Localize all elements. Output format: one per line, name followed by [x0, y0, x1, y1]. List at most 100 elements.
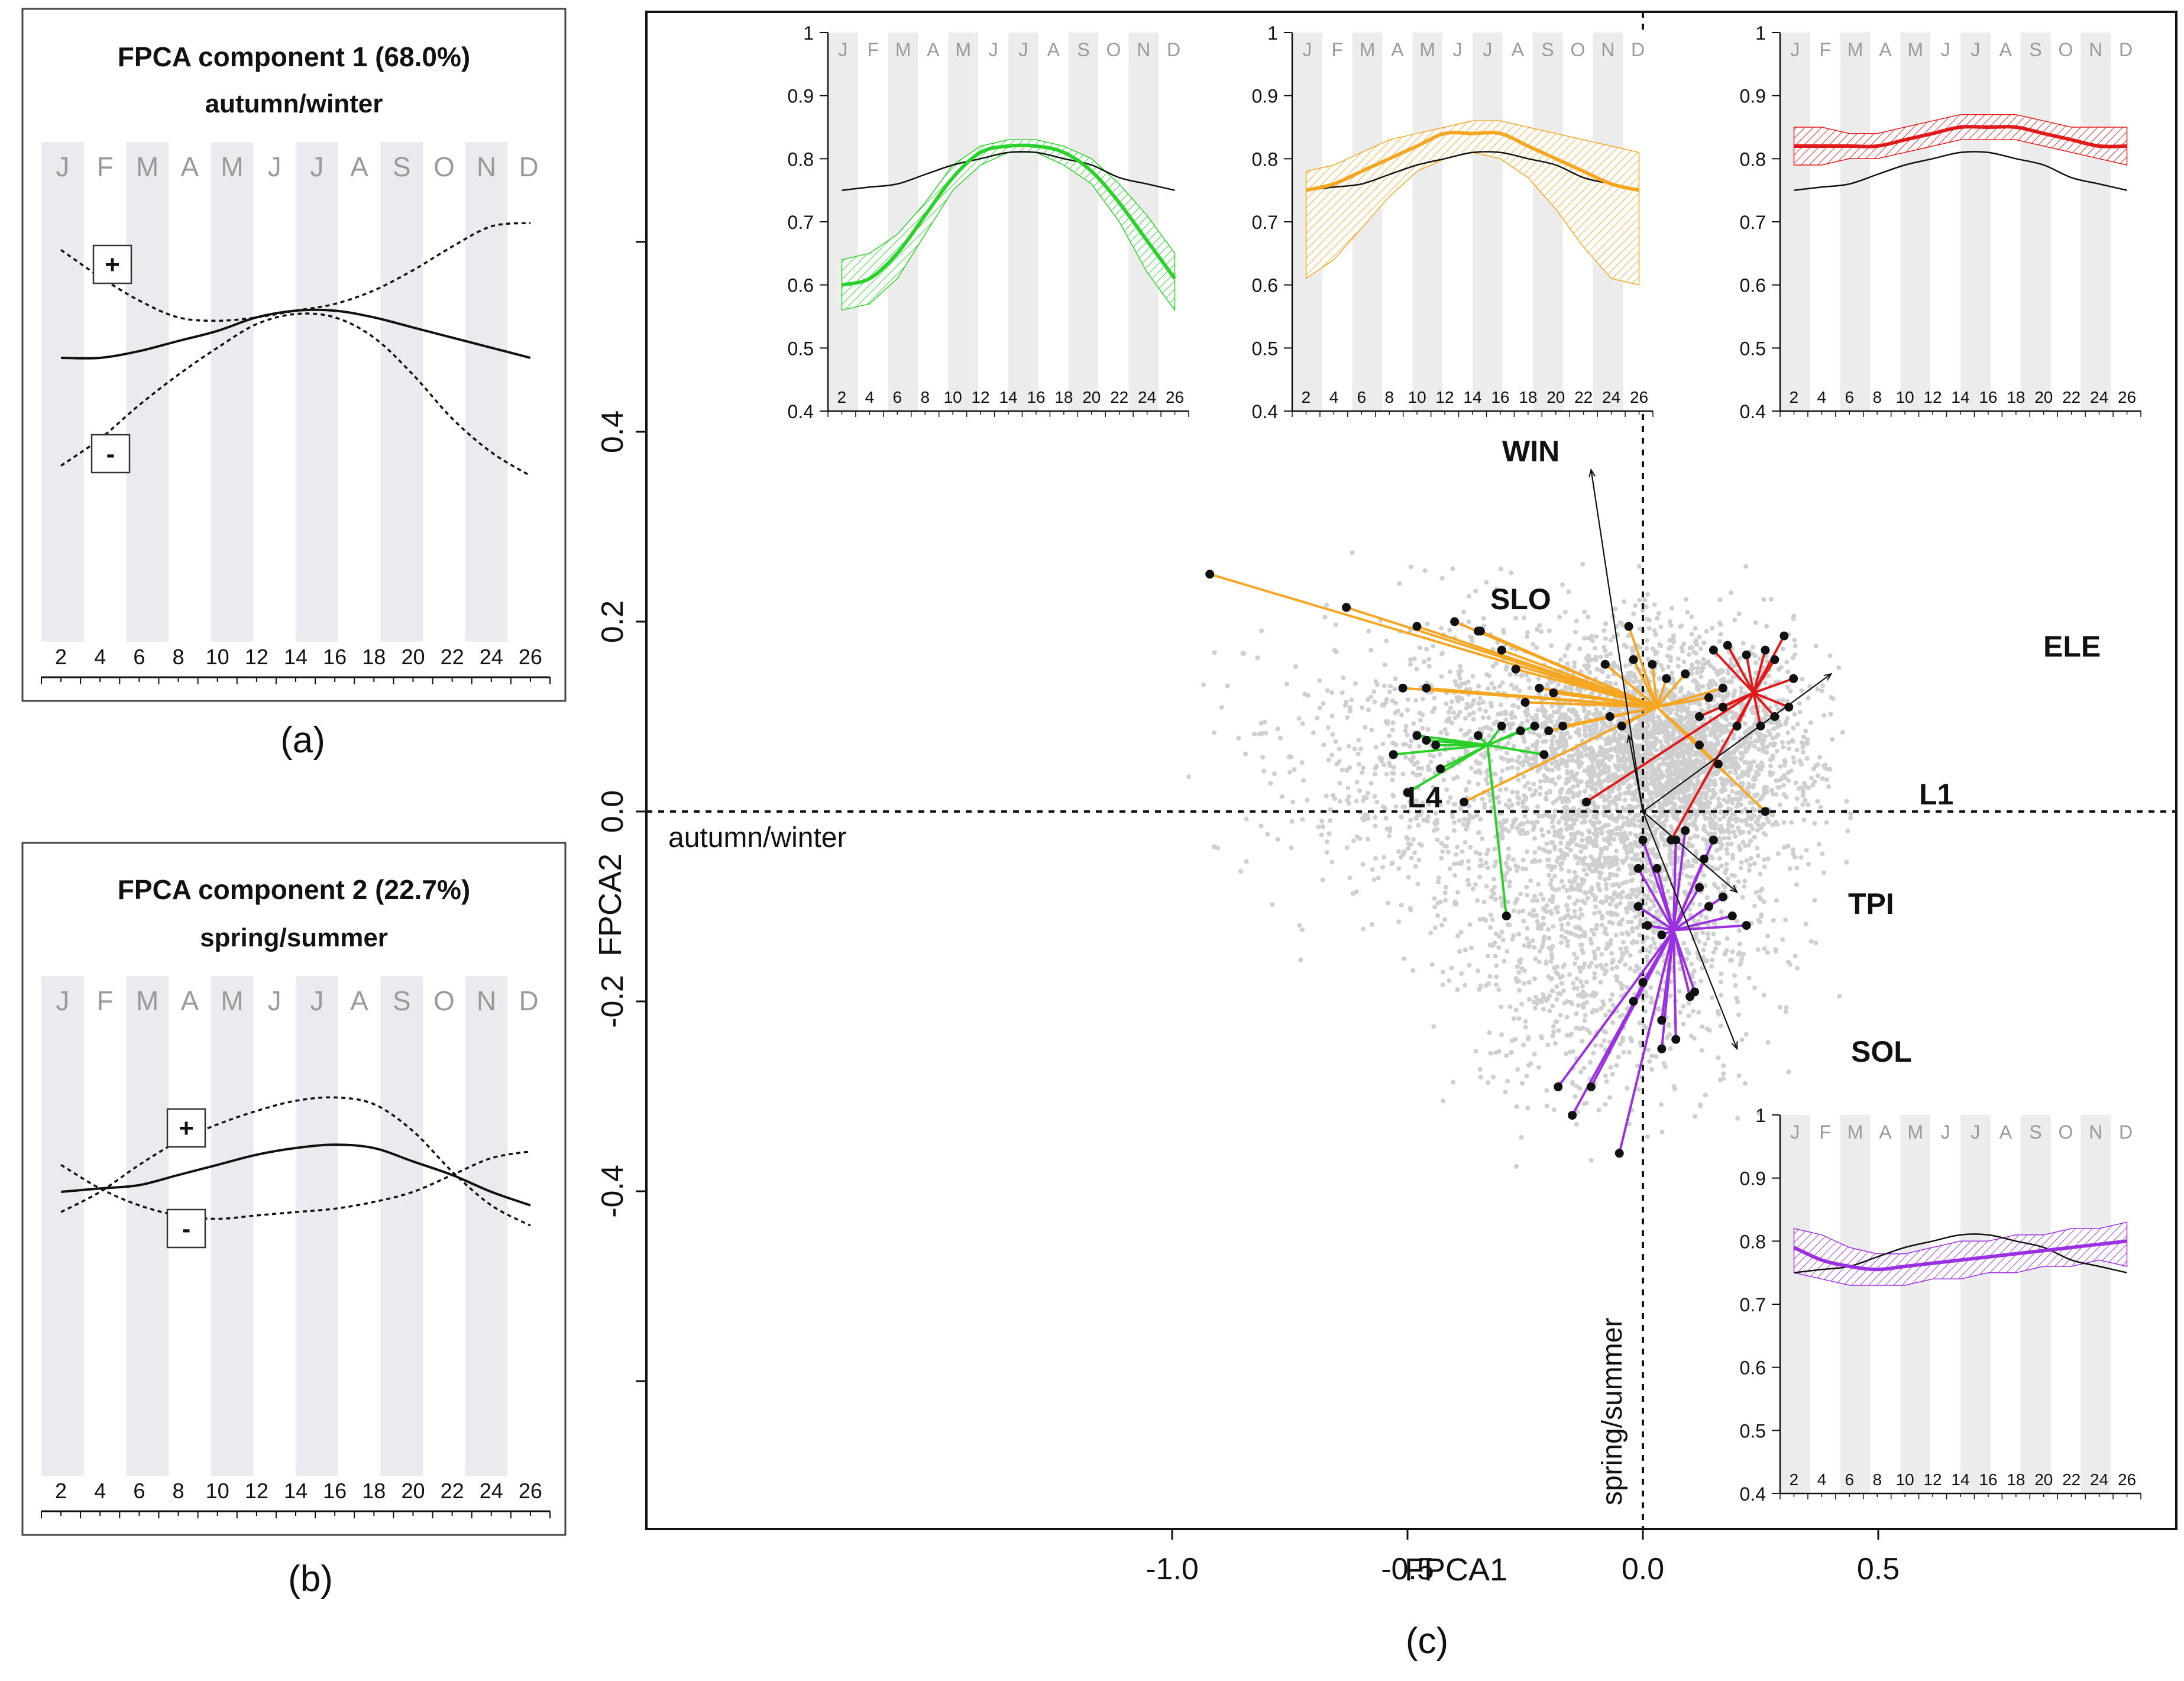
month-band: [380, 142, 423, 642]
inset-month-label: S: [2029, 39, 2041, 60]
inset-x-tick-label: 20: [1082, 388, 1101, 406]
inset-x-tick-label: 10: [1408, 388, 1426, 406]
inset-y-tick-label: 0.4: [788, 401, 814, 422]
spoke-purple: [1672, 930, 1691, 997]
x-tick-label: 26: [519, 1479, 542, 1503]
inset-x-tick-label: 18: [1519, 388, 1537, 406]
member-point-orange: [1497, 645, 1506, 655]
inset-y-tick-label: 0.4: [1740, 1483, 1766, 1505]
member-point-green: [1516, 726, 1525, 736]
member-point-orange: [1544, 726, 1554, 736]
member-point-purple: [1629, 997, 1638, 1006]
inset-x-tick-label: 16: [1027, 388, 1045, 406]
spoke-green: [1406, 743, 1489, 794]
spoke-orange: [1609, 706, 1658, 718]
x-tick-label: 6: [133, 1479, 145, 1503]
spoke-red: [1753, 677, 1794, 694]
inset-y-tick-label: 0.5: [788, 338, 814, 359]
x-tick-label: 12: [245, 645, 268, 669]
inset-y-tick-label: 0.4: [1740, 401, 1766, 422]
month-label: N: [477, 985, 496, 1016]
inset-month-label: D: [2119, 39, 2133, 60]
x-tick-label: 18: [362, 645, 386, 669]
inset-x-tick-label: 26: [1630, 388, 1648, 406]
vector-win: [1591, 470, 1644, 812]
month-label: O: [433, 985, 455, 1016]
spoke-purple: [1655, 868, 1675, 931]
inset-month-label: N: [1137, 39, 1150, 60]
inset-month-band: [2020, 1115, 2051, 1493]
inset-x-tick-label: 24: [1602, 388, 1620, 406]
member-point-green: [1436, 764, 1445, 774]
member-point-red: [1770, 712, 1779, 721]
member-point-red: [1709, 645, 1718, 655]
inset-month-label: O: [1106, 39, 1121, 60]
month-band: [126, 142, 169, 642]
inset-month-label: J: [1453, 39, 1463, 60]
x-tick-label: 2: [55, 645, 67, 669]
inset-x-tick-label: 10: [944, 388, 962, 406]
member-point-orange: [1549, 688, 1558, 697]
spoke-red: [1586, 691, 1755, 803]
month-label: J: [56, 151, 69, 182]
inset-month-label: F: [1819, 39, 1831, 60]
x-tick-label: 22: [441, 1479, 464, 1503]
month-label: J: [268, 985, 282, 1016]
inset-x-tick-label: 16: [1491, 388, 1509, 406]
member-point-green: [1389, 750, 1398, 759]
member-point-orange: [1695, 741, 1704, 750]
spoke-purple: [1557, 929, 1675, 1088]
inset-x-tick-label: 24: [1138, 388, 1156, 406]
spoke-orange: [1209, 573, 1658, 709]
member-point-red: [1742, 650, 1751, 660]
x-tick-label: 8: [173, 1479, 185, 1503]
inset-x-tick-label: 22: [1574, 388, 1593, 406]
inset-y-tick-label: 0.5: [1252, 338, 1278, 359]
spoke-green: [1487, 725, 1535, 746]
member-point-red: [1761, 645, 1770, 655]
spoke-red: [1752, 692, 1762, 726]
month-label: J: [310, 985, 323, 1016]
inset-month-label: M: [1360, 39, 1376, 60]
month-label: M: [221, 985, 243, 1016]
month-band: [296, 976, 338, 1476]
panel-b: FPCA component 2 (22.7%) spring/summer J…: [21, 842, 567, 1536]
minus-label: -: [106, 439, 115, 468]
inset-x-tick-label: 20: [2034, 1470, 2053, 1489]
inset-x-tick-label: 8: [1384, 388, 1394, 406]
spoke-purple: [1637, 905, 1674, 932]
panel-b-label: (b): [288, 1559, 333, 1599]
member-point-purple: [1554, 1082, 1563, 1091]
x-tick-label: 16: [323, 645, 347, 669]
inset-x-tick-label: 22: [1110, 388, 1128, 406]
spring-summer-annotation: spring/summer: [1597, 1318, 1628, 1505]
plus-label: +: [105, 250, 120, 279]
spoke-orange: [1463, 706, 1658, 803]
y-tick-label: 0.2: [596, 600, 630, 643]
vector-label-win: WIN: [1502, 435, 1559, 468]
inset-x-tick-label: 12: [971, 388, 989, 406]
inset-x-tick-label: 6: [893, 388, 902, 406]
member-point-purple: [1638, 835, 1648, 845]
inset-month-label: S: [1541, 39, 1554, 60]
member-point-orange: [1629, 655, 1638, 664]
inset-month-label: A: [1999, 1121, 2012, 1143]
curve-minus: [60, 1150, 531, 1220]
member-point-orange: [1681, 669, 1690, 678]
member-point-purple: [1633, 902, 1643, 911]
inset-x-tick-label: 8: [1872, 388, 1882, 406]
inset-month-band: [1840, 33, 1871, 411]
inset-x-tick-label: 18: [2007, 388, 2025, 406]
inset-y-tick-label: 0.6: [788, 275, 814, 296]
member-point-purple: [1657, 1044, 1667, 1053]
member-point-green: [1403, 788, 1412, 797]
inset-x-tick-label: 20: [1546, 388, 1565, 406]
inset-x-tick-label: 6: [1845, 1470, 1855, 1489]
inset-month-label: O: [1570, 39, 1585, 60]
panel-b-title: FPCA component 2 (22.7%): [118, 874, 470, 905]
inset-y-tick-label: 0.6: [1252, 275, 1278, 296]
month-label: N: [477, 151, 496, 182]
inset-month-label: D: [2119, 1121, 2133, 1143]
month-label: A: [180, 151, 199, 182]
inset-y-tick-label: 0.9: [1740, 1168, 1766, 1189]
